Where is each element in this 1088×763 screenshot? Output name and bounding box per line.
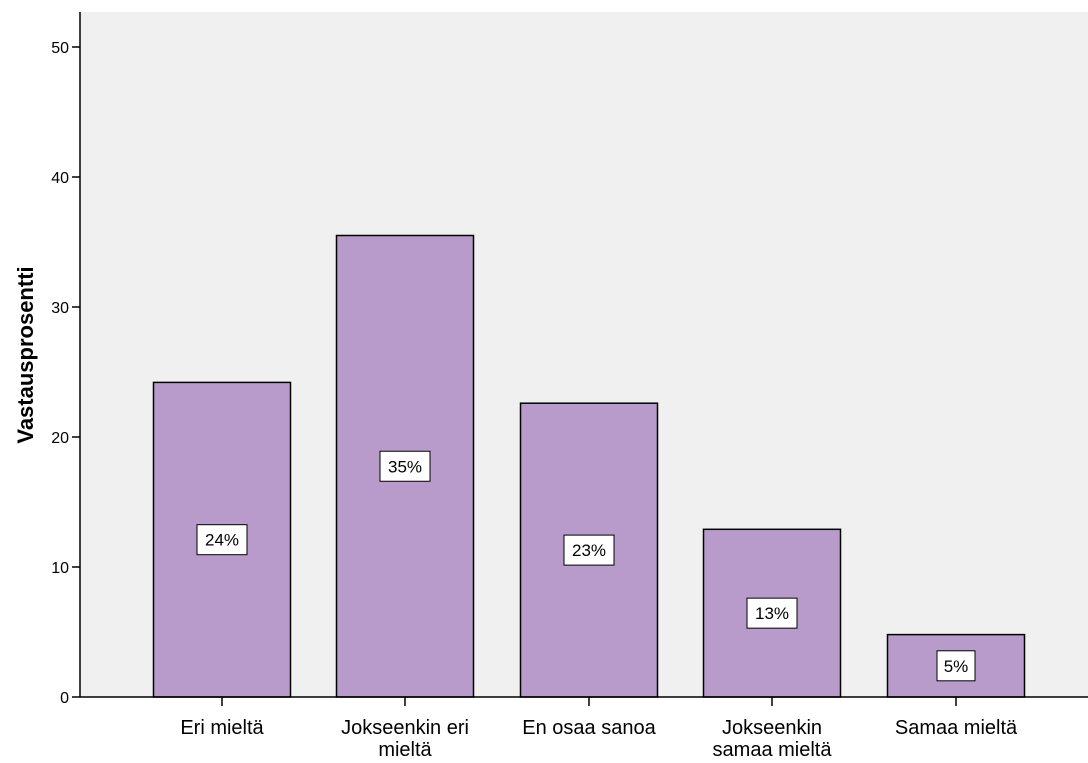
data-label-text: 13% [755,604,789,623]
y-axis-title: Vastausprosentti [13,266,38,443]
y-tick-label: 50 [51,40,69,57]
data-label: 5% [936,650,976,682]
data-label-box [379,450,431,482]
data-label-box [196,524,248,556]
x-tick-label-line: En osaa sanoa [522,717,656,739]
x-tick-label-line: Samaa mieltä [895,717,1018,739]
y-ticks-group: 0 10 20 30 40 50 [51,40,80,707]
y-tick-label: 40 [51,170,69,187]
data-label: 13% [746,597,798,629]
x-tick-label-line: samaa mieltä [713,739,833,761]
data-label: 23% [563,534,615,566]
x-ticks-group: Eri mieltä Jokseenkin eri mieltä En osaa sa… [180,697,1018,761]
data-label-text: 23% [572,541,606,560]
x-tick-label: Jokseenkin eri mieltä [341,717,469,761]
y-tick-label: 20 [51,430,69,447]
y-tick-label: 30 [51,300,69,317]
x-tick-label-line: Jokseenkin [722,717,822,739]
data-label: 35% [379,450,431,482]
data-label-box [746,597,798,629]
data-labels-group: 24% 35% 23% 13% 5% [196,450,976,682]
x-tick-label-line: mieltä [378,739,432,761]
x-tick-label-line: Eri mieltä [180,717,264,739]
data-label-text: 5% [944,657,969,676]
x-tick-label-line: Jokseenkin eri [341,717,469,739]
x-tick-label: En osaa sanoa [522,717,656,739]
data-label-text: 35% [388,457,422,476]
x-tick-label: Eri mieltä [180,717,264,739]
x-tick-label: Jokseenkin samaa mieltä [713,717,833,761]
y-tick-label: 0 [60,690,69,707]
data-label-text: 24% [205,531,239,550]
x-tick-label: Samaa mieltä [895,717,1018,739]
data-label-box [936,650,976,682]
data-label-box [563,534,615,566]
data-label: 24% [196,524,248,556]
y-tick-label: 10 [51,560,69,577]
